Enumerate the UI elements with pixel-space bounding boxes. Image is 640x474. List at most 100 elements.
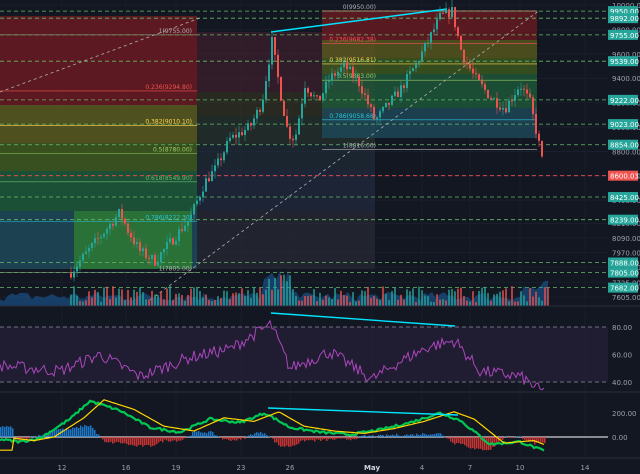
candle-body[interactable]: [124, 218, 126, 224]
candle-body[interactable]: [292, 138, 294, 141]
candle-body[interactable]: [346, 62, 348, 70]
candle-body[interactable]: [94, 238, 96, 244]
candle-body[interactable]: [238, 132, 240, 138]
candle-body[interactable]: [484, 84, 486, 90]
candle-body[interactable]: [100, 236, 102, 239]
candle-body[interactable]: [514, 95, 516, 101]
candle-body[interactable]: [343, 62, 345, 68]
candle-body[interactable]: [454, 7, 456, 28]
candle-body[interactable]: [298, 118, 300, 135]
candle-body[interactable]: [502, 108, 504, 110]
candle-body[interactable]: [190, 214, 192, 221]
candle-body[interactable]: [505, 108, 507, 113]
candle-body[interactable]: [400, 85, 402, 97]
candle-body[interactable]: [118, 208, 120, 218]
candle-body[interactable]: [304, 88, 306, 104]
candle-body[interactable]: [499, 107, 501, 110]
candle-body[interactable]: [229, 137, 231, 141]
candle-body[interactable]: [397, 91, 399, 97]
candle-body[interactable]: [445, 9, 447, 14]
candle-body[interactable]: [97, 238, 99, 240]
candle-body[interactable]: [358, 76, 360, 87]
candle-body[interactable]: [151, 254, 153, 259]
candle-body[interactable]: [406, 73, 408, 88]
candle-body[interactable]: [541, 140, 543, 157]
candle-body[interactable]: [280, 77, 282, 101]
candle-body[interactable]: [220, 158, 222, 161]
candle-body[interactable]: [313, 95, 315, 97]
candle-body[interactable]: [154, 254, 156, 266]
candle-body[interactable]: [109, 223, 111, 229]
candle-body[interactable]: [139, 242, 141, 252]
candle-body[interactable]: [466, 62, 468, 64]
candle-body[interactable]: [493, 98, 495, 100]
candle-body[interactable]: [205, 178, 207, 192]
candle-body[interactable]: [73, 271, 75, 278]
candle-body[interactable]: [274, 37, 276, 55]
candle-body[interactable]: [439, 12, 441, 20]
candle-body[interactable]: [442, 12, 444, 14]
candle-body[interactable]: [487, 89, 489, 99]
candle-body[interactable]: [271, 37, 273, 65]
candles[interactable]: [70, 0, 543, 282]
candle-body[interactable]: [379, 111, 381, 118]
candle-body[interactable]: [490, 98, 492, 100]
candle-body[interactable]: [70, 273, 72, 278]
candle-body[interactable]: [451, 7, 453, 18]
candle-body[interactable]: [145, 248, 147, 258]
candle-body[interactable]: [433, 29, 435, 33]
candle-body[interactable]: [178, 229, 180, 241]
divergence-line-macd[interactable]: [267, 407, 459, 416]
candle-body[interactable]: [172, 238, 174, 245]
candle-body[interactable]: [310, 92, 312, 97]
candle-body[interactable]: [349, 66, 351, 70]
candle-body[interactable]: [496, 98, 498, 108]
macd-panel[interactable]: 200.00 0.00: [0, 399, 637, 452]
candle-body[interactable]: [157, 262, 159, 266]
candle-body[interactable]: [142, 248, 144, 252]
candle-body[interactable]: [307, 88, 309, 93]
candle-body[interactable]: [340, 67, 342, 72]
candle-body[interactable]: [412, 68, 414, 72]
candle-body[interactable]: [289, 126, 291, 139]
candle-body[interactable]: [529, 93, 531, 98]
candle-body[interactable]: [334, 73, 336, 76]
candle-body[interactable]: [244, 129, 246, 136]
candle-body[interactable]: [457, 27, 459, 37]
candle-body[interactable]: [253, 118, 255, 126]
candle-body[interactable]: [265, 81, 267, 100]
candle-body[interactable]: [520, 88, 522, 90]
candle-body[interactable]: [160, 252, 162, 263]
candle-body[interactable]: [517, 89, 519, 96]
divergence-line-price[interactable]: [270, 8, 448, 33]
candle-body[interactable]: [208, 178, 210, 182]
candle-body[interactable]: [256, 109, 258, 119]
candle-body[interactable]: [403, 85, 405, 88]
candle-body[interactable]: [136, 242, 138, 244]
candle-body[interactable]: [301, 103, 303, 119]
candle-body[interactable]: [217, 158, 219, 166]
candle-body[interactable]: [421, 51, 423, 62]
candle-body[interactable]: [472, 68, 474, 74]
candle-body[interactable]: [199, 197, 201, 201]
candle-body[interactable]: [79, 260, 81, 267]
candle-body[interactable]: [382, 106, 384, 112]
candle-body[interactable]: [460, 36, 462, 50]
candle-body[interactable]: [187, 220, 189, 226]
candle-body[interactable]: [511, 100, 513, 102]
candle-body[interactable]: [394, 91, 396, 96]
candle-body[interactable]: [388, 102, 390, 105]
candle-body[interactable]: [415, 62, 417, 69]
candle-body[interactable]: [523, 88, 525, 90]
candle-body[interactable]: [409, 71, 411, 74]
candle-body[interactable]: [424, 42, 426, 52]
candle-body[interactable]: [127, 223, 129, 233]
candle-body[interactable]: [319, 95, 321, 101]
candle-body[interactable]: [181, 229, 183, 231]
candle-body[interactable]: [193, 204, 195, 215]
rsi-panel[interactable]: 80.00 60.00 40.00: [0, 312, 632, 391]
candle-body[interactable]: [262, 99, 264, 112]
candle-body[interactable]: [430, 32, 432, 43]
candle-body[interactable]: [286, 115, 288, 127]
candle-body[interactable]: [115, 217, 117, 226]
